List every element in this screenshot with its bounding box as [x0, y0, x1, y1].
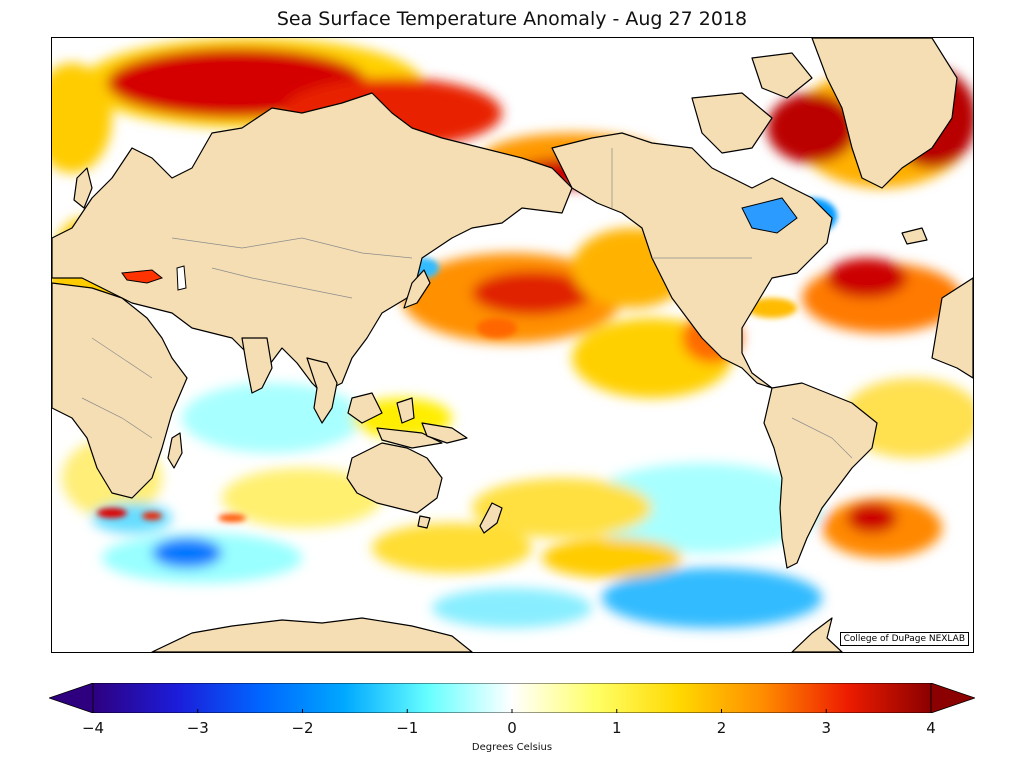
colorbar — [47, 682, 977, 714]
colorbar-min-arrow — [47, 682, 94, 714]
country-borders — [81, 148, 853, 459]
inland-seas — [121, 269, 164, 284]
colorbar-bar — [92, 682, 932, 714]
sst-anomaly-map: College of DuPage NEXLAB — [51, 37, 974, 653]
map-title: Sea Surface Temperature Anomaly - Aug 27… — [276, 8, 748, 30]
colorbar-tickmarks — [92, 709, 932, 713]
landmasses — [52, 38, 973, 652]
colorbar-tick-label: −3 — [186, 719, 209, 737]
colorbar-max-arrow — [930, 682, 977, 714]
caspian-sea — [176, 265, 187, 291]
map-canvas — [52, 38, 973, 652]
colorbar-tick-label: 2 — [716, 719, 727, 737]
hudson-bay — [741, 197, 798, 234]
colorbar-tick-label: −2 — [291, 719, 314, 737]
colorbar-tick-label: 1 — [611, 719, 622, 737]
colorbar-svg — [47, 682, 977, 714]
colorbar-tick-label: 4 — [926, 719, 936, 737]
colorbar-tick-label: 0 — [507, 719, 517, 737]
colorbar-tick-label: −1 — [396, 719, 419, 737]
colorbar-label: Degrees Celsius — [471, 742, 553, 753]
credit-label: College of DuPage NEXLAB — [839, 632, 969, 646]
colorbar-tick-label: 3 — [821, 719, 832, 737]
colorbar-tick-label: −4 — [81, 719, 105, 737]
